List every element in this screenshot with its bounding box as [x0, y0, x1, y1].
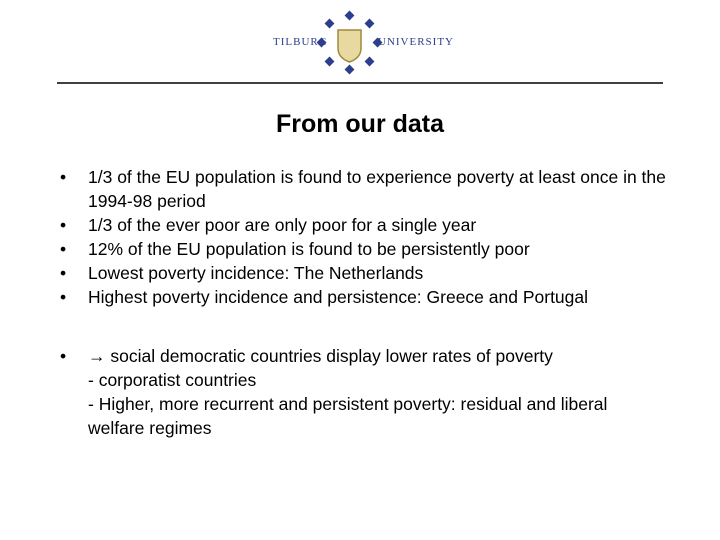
bullet: 12% of the EU population is found to be … — [60, 237, 666, 261]
bullet: 1/3 of the ever poor are only poor for a… — [60, 213, 666, 237]
logo-crest — [337, 29, 362, 63]
conclusion-line: → social democratic countries display lo… — [88, 346, 553, 366]
bullet: Highest poverty incidence and persistenc… — [60, 285, 666, 309]
conclusion-item: → social democratic countries display lo… — [60, 344, 666, 440]
bullet-list: 1/3 of the EU population is found to exp… — [60, 165, 666, 309]
bullet: 1/3 of the EU population is found to exp… — [60, 165, 666, 213]
logo-left: TILBURG — [273, 36, 328, 48]
title: From our data — [275, 110, 445, 138]
logo-right: UNIVERSITY — [378, 36, 454, 48]
conclusion-line: - corporatist countries — [88, 370, 257, 390]
conclusion-line: - Higher, more recurrent and persistent … — [88, 394, 608, 438]
logo-graphics — [57, 10, 663, 84]
conclusion-list: → social democratic countries display lo… — [60, 344, 666, 440]
bullet: Lowest poverty incidence: The Netherland… — [60, 261, 666, 285]
